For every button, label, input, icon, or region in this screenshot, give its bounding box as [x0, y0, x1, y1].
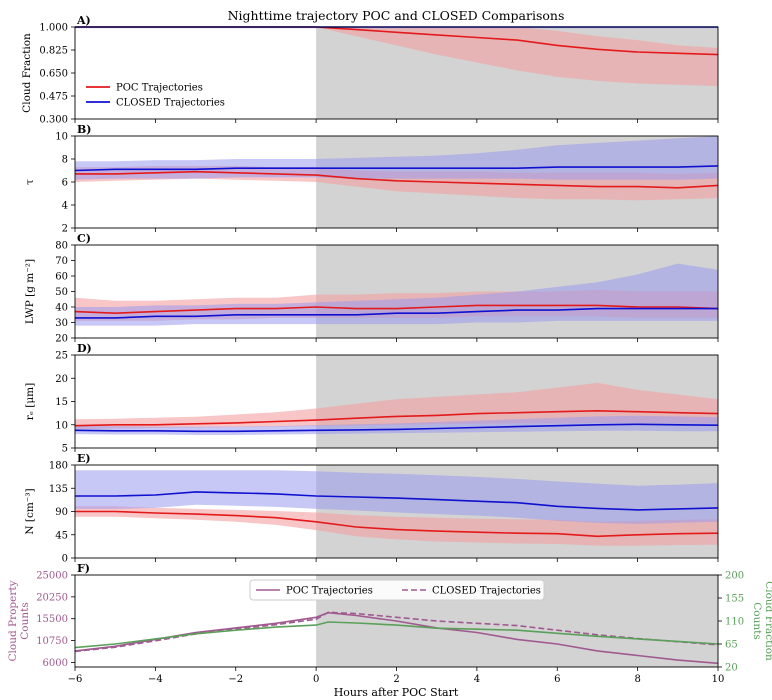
x-tick-label: 8 [634, 674, 640, 685]
y-axis-label: rₑ [μm] [24, 383, 36, 420]
y-tick-label: 8 [62, 155, 68, 166]
y-tick-label: 180 [49, 461, 68, 472]
band-closed [75, 415, 718, 435]
y-tick-label: 20250 [36, 592, 68, 603]
y-tick-label: 4 [62, 201, 68, 212]
y-tick-label: 45 [55, 530, 68, 541]
figure-title: Nighttime trajectory POC and CLOSED Comp… [228, 8, 565, 23]
y2-tick-label: 110 [725, 617, 744, 628]
legend-top: POC Trajectories CLOSED Trajectories [86, 83, 225, 109]
y-tick-label: 0.475 [39, 92, 68, 103]
panel-label: E) [77, 452, 91, 465]
y-tick-label: 80 [55, 241, 68, 252]
y-tick-label: 135 [49, 484, 68, 495]
series-line-poc [74, 409, 719, 427]
y-tick-label: 15 [55, 397, 68, 408]
y-tick-label: 90 [55, 507, 68, 518]
x-tick-label: −6 [68, 674, 83, 685]
y2-axis-label: Cloud FractionCounts [751, 581, 772, 661]
y-tick-label: 0.825 [39, 46, 68, 57]
y-tick-label: 6000 [43, 658, 68, 669]
y-tick-label: 15500 [36, 614, 68, 625]
band-poc [75, 382, 718, 430]
panels: 0.300 0.475 0.650 0.825 1.000 A) Cloud Fractio… [7, 14, 772, 685]
y-axis-label-line: Counts [19, 602, 31, 640]
y2-tick-label: 155 [725, 594, 744, 605]
panel-label: B) [77, 123, 92, 136]
legend-bottom: POC Trajectories CLOSED Trajectories [249, 579, 545, 601]
band-poc [75, 27, 718, 87]
panel-label: D) [77, 342, 92, 355]
band-closed [75, 470, 718, 524]
y2-axis-label-line: Counts [751, 602, 763, 640]
y2-tick-label: 65 [725, 640, 738, 651]
legend-label: POC Trajectories [116, 83, 203, 94]
series-line-0 [74, 611, 719, 665]
y-tick-label: 1.000 [39, 23, 68, 34]
series-line-closed [74, 423, 719, 433]
y-axis-label: τ [24, 179, 36, 185]
panel-d: 5 10 15 20 25 D) rₑ [μm] [24, 342, 719, 455]
y-tick-label: 5 [62, 444, 68, 455]
y-tick-label: 20 [55, 374, 68, 385]
y-tick-label: 60 [55, 272, 68, 283]
y2-tick-label: 20 [725, 663, 738, 674]
x-tick-label: 6 [554, 674, 560, 685]
y-axis-label: Cloud Fraction [21, 33, 33, 113]
x-tick-label: 4 [474, 674, 480, 685]
panel-e: 0 45 90 135 180 E) N [cm⁻³] [24, 452, 719, 565]
legend-label: CLOSED Trajectories [432, 586, 541, 597]
panel-label: F) [77, 562, 90, 575]
x-tick-label: −2 [228, 674, 243, 685]
series-line-closed [75, 307, 718, 319]
y-tick-label: 10 [55, 420, 68, 431]
series-line-1 [74, 611, 719, 653]
series-line-poc [75, 510, 719, 538]
y-axis-label: N [cm⁻³] [24, 488, 36, 534]
x-tick-label: 2 [393, 674, 399, 685]
series-line-poc [74, 304, 719, 315]
series-line-2 [74, 621, 719, 649]
legend-label: POC Trajectories [286, 586, 373, 597]
panel-label: A) [76, 14, 91, 27]
y-tick-label: 20 [55, 334, 68, 345]
y-tick-label: 50 [55, 287, 68, 298]
x-tick-label: 0 [313, 674, 319, 685]
y-tick-label: 10750 [36, 636, 68, 647]
y-axis-label-line: Cloud Property [7, 580, 19, 661]
y-tick-label: 0.300 [39, 115, 68, 126]
y-tick-label: 30 [55, 318, 68, 329]
y-tick-label: 25000 [36, 571, 68, 582]
y-tick-label: 6 [62, 178, 68, 189]
panel-b: 2 4 6 8 10 B) τ [24, 123, 719, 235]
y-tick-label: 70 [55, 256, 68, 267]
x-tick-label: −4 [148, 674, 163, 685]
series-line-closed [74, 165, 719, 172]
x-axis-label: Hours after POC Start [334, 686, 459, 699]
y2-tick-label: 200 [725, 571, 744, 582]
x-tick-label: 10 [712, 674, 725, 685]
y-tick-label: 2 [62, 224, 68, 235]
legend-label: CLOSED Trajectories [116, 98, 225, 109]
panel-label: C) [77, 232, 91, 245]
y-tick-label: 0 [62, 554, 68, 565]
panel-a: 0.300 0.475 0.650 0.825 1.000 A) Cloud Fractio… [21, 14, 719, 126]
y-axis-label: Cloud PropertyCounts [7, 580, 31, 661]
series-line-closed [75, 491, 719, 511]
y-tick-label: 10 [55, 132, 68, 143]
panel-c: 20 30 40 50 60 70 80 C) LWP [g m⁻²] [24, 232, 719, 345]
y-tick-label: 25 [55, 351, 68, 362]
legend-box [249, 579, 545, 601]
y-tick-label: 0.650 [39, 69, 68, 80]
y-tick-label: 40 [55, 303, 68, 314]
series-line-poc [75, 170, 719, 189]
y2-axis-label-line: Cloud Fraction [763, 581, 772, 661]
y-axis-label: LWP [g m⁻²] [24, 259, 36, 324]
